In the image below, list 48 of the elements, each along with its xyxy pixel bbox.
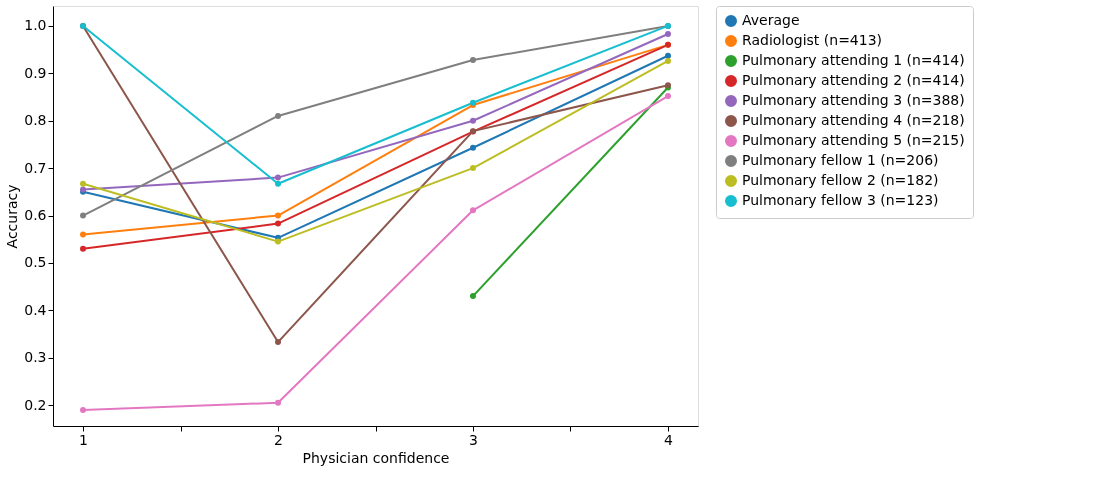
point	[469, 117, 476, 124]
legend-label: Pulmonary attending 5 (n=215)	[742, 132, 965, 148]
point	[275, 339, 282, 346]
point	[469, 207, 476, 214]
y-tick-label: 0.3	[24, 349, 47, 366]
point	[80, 212, 87, 219]
point	[80, 180, 87, 187]
point	[275, 174, 282, 181]
legend-label: Pulmonary attending 3 (n=388)	[742, 92, 965, 108]
point	[469, 293, 476, 300]
legend-label: Pulmonary fellow 1 (n=206)	[742, 152, 939, 168]
point	[664, 93, 671, 100]
point	[275, 180, 282, 187]
point	[469, 165, 476, 172]
legend-label: Average	[742, 12, 800, 28]
y-tick-label: 0.6	[24, 207, 47, 224]
point	[275, 220, 282, 227]
y-tick-label: 0.5	[24, 254, 47, 271]
point	[664, 52, 671, 59]
legend-label: Pulmonary attending 2 (n=414)	[742, 72, 965, 88]
legend-label: Pulmonary fellow 3 (n=123)	[742, 192, 939, 208]
legend-label: Pulmonary fellow 2 (n=182)	[742, 172, 939, 188]
point	[664, 30, 671, 37]
point	[80, 231, 87, 238]
point	[275, 399, 282, 406]
y-tick-label: 0.9	[24, 64, 47, 81]
x-tick-label: 4	[664, 431, 674, 448]
point	[664, 57, 671, 64]
legend-label: Pulmonary attending 4 (n=218)	[742, 112, 965, 128]
x-tick-label: 2	[274, 431, 283, 448]
point	[469, 144, 476, 151]
y-tick-label: 0.4	[24, 301, 47, 318]
point	[275, 238, 282, 245]
point	[275, 212, 282, 219]
x-tick-label: 1	[79, 431, 88, 448]
point	[80, 245, 87, 252]
point	[469, 57, 476, 64]
y-tick-label: 0.8	[24, 112, 47, 129]
y-tick-label: 1.0	[24, 17, 47, 34]
legend-label: Pulmonary attending 1 (n=414)	[742, 52, 965, 68]
y-tick-label: 0.7	[24, 159, 47, 176]
y-tick-label: 0.2	[24, 396, 47, 413]
point	[275, 112, 282, 119]
point	[80, 406, 87, 413]
x-axis-title: Physician confidence	[302, 449, 450, 466]
y-axis-title: Accuracy	[4, 184, 21, 249]
x-tick-label: 3	[469, 431, 478, 448]
legend-label: Radiologist (n=413)	[742, 32, 883, 48]
